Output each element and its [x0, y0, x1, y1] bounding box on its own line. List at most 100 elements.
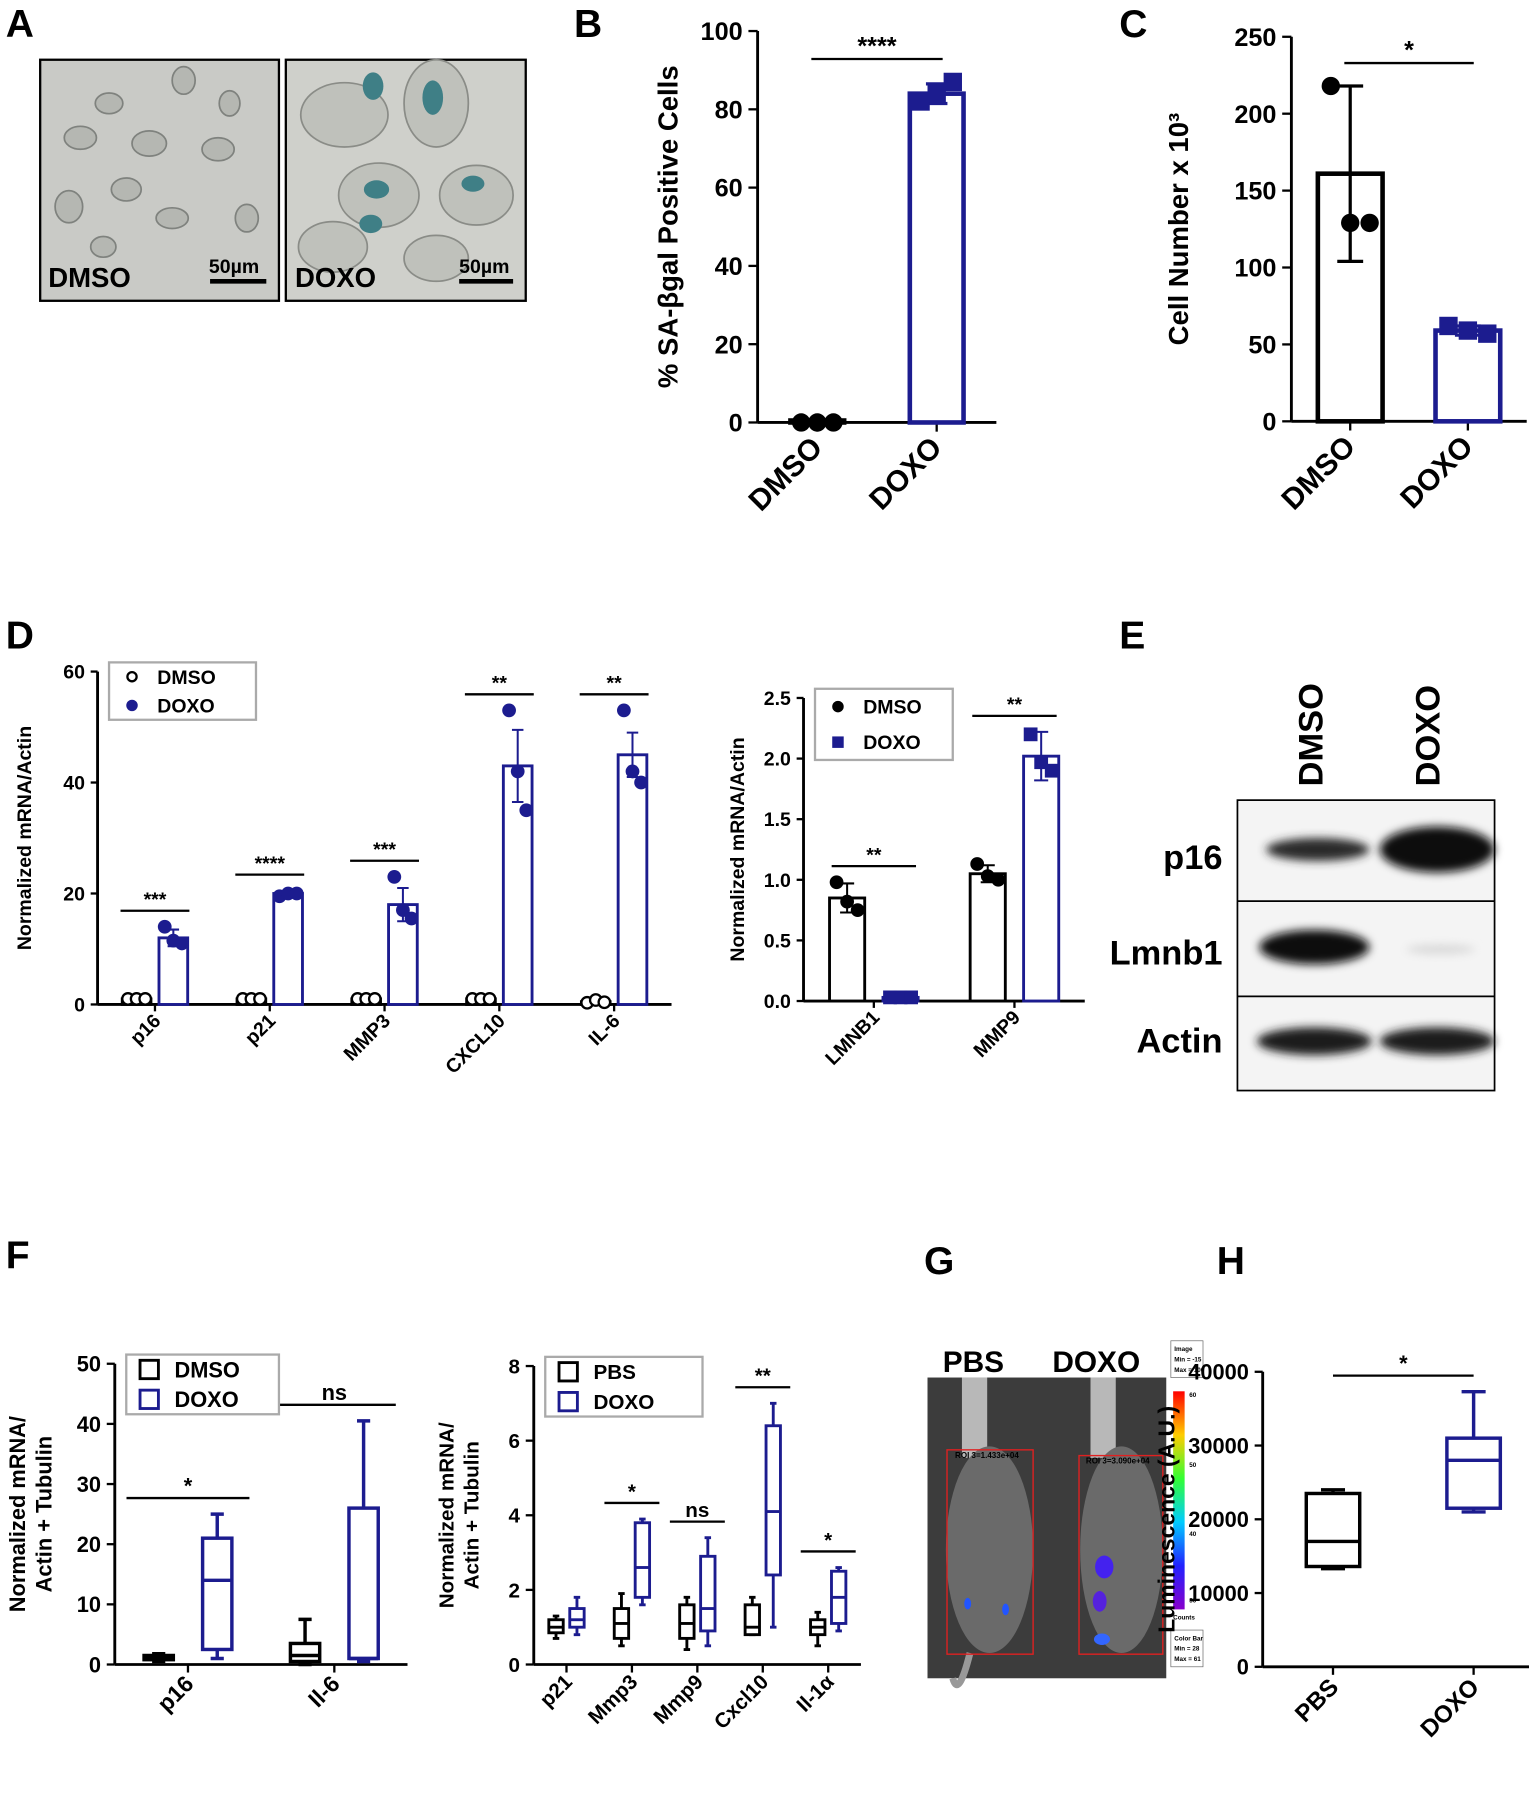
x-tick-label: Mmp3	[584, 1670, 642, 1728]
data-point	[911, 92, 930, 111]
x-tick-label: CXCL10	[441, 1010, 510, 1079]
y-tick-label: 0	[1262, 408, 1276, 436]
y-axis-label: Cell Number x 10³	[1163, 113, 1194, 346]
data-point	[829, 875, 844, 890]
significance-label: ns	[685, 1499, 709, 1522]
box	[633, 1521, 652, 1599]
legend-label: PBS	[593, 1361, 635, 1384]
data-point	[1341, 213, 1360, 233]
colorbar-tick: 50	[1189, 1462, 1197, 1469]
significance-label: ****	[857, 32, 896, 60]
x-tick-label: MMP3	[340, 1010, 396, 1066]
data-point	[824, 413, 843, 432]
box	[1445, 1436, 1503, 1510]
x-tick-label: DMSO	[1275, 430, 1362, 517]
bar	[1022, 754, 1061, 1003]
bar	[272, 892, 304, 1006]
legend-box	[125, 1353, 281, 1416]
y-tick-label: 8	[508, 1355, 520, 1378]
data-point	[1478, 324, 1497, 343]
whisker	[573, 1595, 581, 1609]
data-point	[840, 894, 855, 909]
data-point	[808, 413, 827, 432]
y-tick-label: 2.0	[764, 749, 791, 771]
x-tick-label: MMP9	[969, 1006, 1025, 1062]
whisker	[814, 1634, 821, 1648]
x-tick-label: Cxcl10	[710, 1670, 773, 1733]
data-point	[634, 775, 648, 790]
legend-label: DMSO	[157, 667, 216, 689]
y-tick-label: 150	[1234, 178, 1276, 206]
data-point	[943, 72, 962, 92]
y-tick-label: 0	[89, 1652, 101, 1677]
y-tick-label: 6	[508, 1430, 520, 1453]
legend-label: DMSO	[863, 697, 921, 719]
panel-letter: F	[6, 1234, 30, 1277]
y-axis-label: Normalized mRNA/Actin	[14, 726, 36, 950]
y-tick-label: 50	[1248, 332, 1276, 360]
image-label: PBS	[943, 1346, 1004, 1379]
box	[743, 1603, 761, 1637]
y-tick-label: 10	[77, 1592, 101, 1617]
data-point	[1044, 763, 1059, 778]
data-point	[510, 764, 525, 779]
box	[347, 1506, 380, 1661]
legend-marker	[138, 1358, 160, 1381]
data-point	[980, 869, 995, 884]
bar	[616, 753, 649, 1006]
data-point	[387, 869, 402, 884]
y-tick-label: 60	[715, 175, 743, 203]
data-point	[367, 992, 382, 1006]
x-tick-label: DMSO	[743, 431, 830, 518]
colorbar-tick: 30	[1189, 1598, 1197, 1605]
x-tick-label: LMNB1	[821, 1006, 884, 1069]
significance-label: ****	[255, 853, 286, 875]
y-tick-label: 50	[77, 1352, 101, 1377]
data-point	[970, 857, 985, 871]
y-tick-label: 40	[715, 253, 743, 281]
bioluminescence-image	[927, 1340, 1204, 1688]
info-text: Min = 28	[1174, 1646, 1200, 1653]
data-point	[904, 990, 918, 1005]
y-tick-label: 40	[63, 773, 85, 795]
x-tick-label: DOXO	[1415, 1674, 1484, 1743]
significance-label: **	[607, 673, 623, 695]
y-tick-label: 2	[508, 1579, 520, 1602]
legend-marker	[557, 1391, 579, 1413]
y-tick-label: 4	[508, 1505, 520, 1528]
info-text: Min = -15	[1174, 1356, 1202, 1363]
legend-label: DOXO	[863, 732, 920, 754]
roi-label: ROI 3=1.433e+04	[955, 1451, 1019, 1460]
data-point	[519, 803, 534, 818]
data-point	[502, 703, 516, 718]
bar	[907, 91, 966, 425]
significance-label: ***	[373, 839, 396, 861]
data-point	[792, 413, 811, 432]
whisker	[1461, 1389, 1486, 1439]
whisker	[770, 1574, 777, 1629]
y-tick-label: 80	[715, 96, 743, 124]
error-bar	[1337, 84, 1364, 263]
y-tick-label: 0	[74, 994, 85, 1016]
y-tick-label: 10000	[1188, 1581, 1249, 1606]
x-tick-label: PBS	[1290, 1674, 1344, 1728]
y-axis-label: Normalized mRNA/	[5, 1416, 30, 1612]
data-point	[625, 764, 640, 779]
panel-letter: H	[1217, 1240, 1245, 1283]
legend-box	[813, 687, 954, 762]
whisker	[618, 1592, 625, 1609]
data-point	[597, 995, 612, 1010]
significance-label: *	[184, 1473, 193, 1498]
y-tick-label: 200	[1234, 101, 1276, 129]
panel-letter: E	[1119, 615, 1145, 658]
micrograph	[284, 58, 527, 302]
scale-bar-label: 50µm	[209, 256, 259, 278]
y-tick-label: 250	[1234, 24, 1276, 52]
y-tick-label: 100	[1234, 255, 1276, 283]
blot-column-label: DOXO	[1409, 685, 1447, 786]
data-point	[157, 919, 172, 934]
y-tick-label: 0	[508, 1654, 520, 1677]
y-axis-label: Luminescence (A.U.)	[1153, 1406, 1179, 1633]
y-tick-label: 20	[715, 331, 743, 359]
